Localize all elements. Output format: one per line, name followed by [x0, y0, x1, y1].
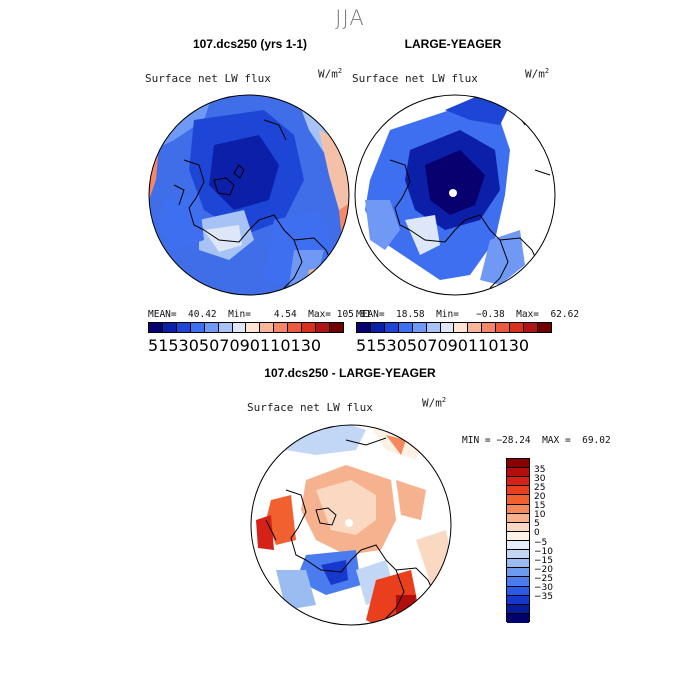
colorbar-swatch	[507, 522, 529, 532]
colorbar-swatch	[507, 513, 529, 523]
colorbar-swatch	[507, 486, 529, 496]
panel-1-units: W/m2	[318, 67, 343, 81]
colorbar-swatch	[357, 323, 371, 332]
colorbar-swatch	[176, 323, 191, 332]
colorbar-swatch	[507, 531, 529, 541]
colorbar-swatch	[218, 323, 233, 332]
colorbar-tick-label: 30	[386, 336, 407, 355]
colorbar-tick-label: −20	[534, 564, 553, 575]
colorbar-swatch	[507, 586, 529, 596]
colorbar-tick-label: −30	[534, 583, 553, 594]
colorbar-swatch	[288, 323, 303, 332]
panel-1-polar-map	[148, 94, 350, 296]
colorbar-swatch	[507, 504, 529, 514]
panel-2-stats: MEAN= 18.58 Min= −0.38 Max= 62.62	[356, 309, 580, 320]
colorbar-tick-label: 35	[534, 464, 546, 475]
colorbar-swatch	[507, 613, 529, 623]
colorbar-swatch	[426, 323, 441, 332]
panel-3-variable-label: Surface net LW flux	[247, 401, 373, 414]
colorbar-tick-label: −15	[534, 555, 553, 566]
colorbar-tick-label: 5	[534, 519, 540, 530]
colorbar-swatch	[204, 323, 219, 332]
panel-1-title: 107.dcs250 (yrs 1-1)	[192, 37, 308, 51]
colorbar-swatch	[384, 323, 399, 332]
colorbar-tick-label: 90	[447, 336, 468, 355]
colorbar-tick-label: 70	[427, 336, 448, 355]
colorbar-swatch	[507, 577, 529, 587]
colorbar-swatch	[507, 559, 529, 569]
colorbar-tick-label: 25	[534, 482, 546, 493]
colorbar-tick-label: −35	[534, 592, 553, 603]
colorbar-swatch	[370, 323, 385, 332]
colorbar-swatch	[260, 323, 275, 332]
colorbar-tick-label: 130	[498, 336, 530, 355]
colorbar-swatch	[329, 323, 343, 332]
colorbar-tick-label: 0	[534, 528, 540, 539]
colorbar-swatch	[454, 323, 469, 332]
colorbar-swatch	[316, 323, 330, 332]
panel-3-units: W/m2	[422, 396, 447, 410]
colorbar-swatch	[440, 323, 455, 332]
colorbar-tick-label: 15	[366, 336, 387, 355]
colorbar-tick-label: 110	[467, 336, 499, 355]
colorbar-tick-label: 70	[219, 336, 240, 355]
colorbar-swatch	[507, 495, 529, 505]
colorbar-swatch	[507, 604, 529, 614]
colorbar-swatch	[398, 323, 413, 332]
colorbar-tick-label: 30	[178, 336, 199, 355]
colorbar-swatch	[274, 323, 289, 332]
colorbar-swatch	[149, 323, 163, 332]
panel-3-stats: MIN = −28.24 MAX = 69.02	[462, 435, 611, 446]
colorbar-tick-label: 130	[290, 336, 322, 355]
colorbar-tick-label: 30	[534, 473, 546, 484]
colorbar-swatch	[482, 323, 497, 332]
colorbar-swatch	[507, 468, 529, 478]
colorbar-swatch	[507, 595, 529, 605]
colorbar-swatch	[232, 323, 247, 332]
colorbar-tick-label: 5	[148, 336, 159, 355]
panel-2-polar-map	[354, 94, 556, 296]
season-title: JJA	[335, 6, 365, 30]
panel-3-colorbar-ticks: 35 30 25 20 15 10 5 0 −5 −10 −15 −20 −25 −30 −35	[534, 458, 574, 628]
colorbar-tick-label: 20	[534, 492, 546, 502]
colorbar-swatch	[507, 459, 529, 469]
colorbar-swatch	[468, 323, 483, 332]
panel-1-stats: MEAN= 40.42 Min= 4.54 Max= 105.81	[148, 309, 372, 320]
panel-3-title: 107.dcs250 - LARGE-YEAGER	[264, 366, 436, 380]
colorbar-swatch	[524, 323, 538, 332]
colorbar-tick-label: −25	[534, 574, 553, 584]
colorbar-tick-label: 15	[534, 501, 546, 512]
colorbar-tick-label: 5	[356, 336, 367, 355]
colorbar-tick-label: 90	[239, 336, 260, 355]
panel-2-units: W/m2	[525, 67, 550, 81]
colorbar-swatch	[302, 323, 317, 332]
colorbar-swatch	[507, 550, 529, 560]
colorbar-swatch	[246, 323, 261, 332]
panel-2-colorbar	[356, 322, 552, 333]
colorbar-swatch	[162, 323, 177, 332]
colorbar-tick-label: 15	[158, 336, 179, 355]
panel-3-colorbar	[506, 458, 530, 623]
colorbar-tick-label: 50	[198, 336, 220, 355]
colorbar-tick-label: 110	[259, 336, 291, 355]
colorbar-swatch	[510, 323, 525, 332]
colorbar-tick-label: 10	[534, 510, 546, 521]
panel-3-polar-map	[250, 424, 452, 626]
colorbar-swatch	[190, 323, 205, 332]
colorbar-swatch	[537, 323, 551, 332]
colorbar-swatch	[412, 323, 427, 332]
panel-2-title: LARGE-YEAGER	[404, 37, 502, 51]
colorbar-tick-label: −10	[534, 546, 553, 557]
panel-1-colorbar-ticks: 51530507090110130	[148, 336, 344, 355]
panel-2-variable-label: Surface net LW flux	[352, 72, 478, 85]
colorbar-swatch	[496, 323, 511, 332]
colorbar-tick-label: −5	[534, 537, 548, 548]
panel-1-colorbar	[148, 322, 344, 333]
panel-2-colorbar-ticks: 51530507090110130	[356, 336, 552, 355]
colorbar-swatch	[507, 540, 529, 551]
colorbar-swatch	[507, 568, 529, 578]
panel-1-variable-label: Surface net LW flux	[145, 72, 271, 85]
colorbar-tick-label: 50	[406, 336, 428, 355]
colorbar-swatch	[507, 477, 529, 487]
